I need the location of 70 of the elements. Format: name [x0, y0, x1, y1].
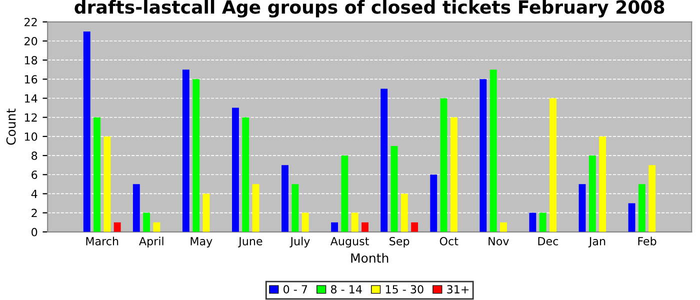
y-tick-label: 12	[24, 113, 37, 122]
bar	[94, 117, 100, 232]
bar	[539, 212, 546, 232]
bar	[380, 88, 388, 232]
bar	[182, 70, 190, 232]
bar	[362, 222, 368, 232]
x-tick-label: Jan	[588, 237, 606, 248]
bar	[143, 212, 150, 232]
x-tick-label: March	[86, 236, 118, 246]
bar	[588, 156, 596, 232]
x-axis-title: Month	[351, 253, 388, 263]
y-tick-label: 8	[32, 152, 38, 160]
x-tick-label: Dec	[538, 237, 558, 246]
bar	[638, 184, 646, 232]
bar	[341, 156, 348, 232]
legend-label: 8 - 14	[330, 285, 362, 294]
x-tick-label: August	[330, 237, 369, 248]
bar	[500, 222, 507, 232]
bar	[351, 212, 358, 232]
bar	[331, 222, 338, 232]
x-tick-label: April	[139, 236, 164, 248]
x-tick-label: Feb	[638, 236, 656, 246]
bar	[292, 184, 299, 232]
bar	[232, 108, 239, 232]
bar	[302, 212, 309, 232]
y-tick-label: 20	[24, 36, 38, 46]
bar	[202, 194, 210, 232]
x-tick-label: July	[290, 236, 310, 248]
bar	[132, 184, 140, 232]
bar	[390, 146, 398, 232]
bar	[400, 194, 408, 232]
legend-label: 15 - 30	[386, 285, 424, 294]
x-tick-label: June	[238, 237, 262, 248]
bar	[153, 222, 160, 232]
legend-label: 31+	[447, 285, 469, 294]
bar	[440, 98, 448, 232]
y-axis-title: Count	[6, 108, 16, 145]
bar	[550, 98, 556, 232]
bar	[480, 79, 487, 232]
bar	[411, 222, 418, 232]
x-tick-label: Nov	[488, 237, 509, 246]
bar	[104, 136, 111, 232]
y-tick-label: 18	[24, 56, 38, 64]
y-tick-label: 6	[32, 170, 38, 180]
bar	[450, 117, 458, 232]
bar	[490, 70, 497, 232]
y-tick-label: 14	[24, 94, 38, 102]
bar	[252, 184, 260, 232]
y-tick-label: 2	[32, 208, 37, 218]
bar	[648, 165, 656, 232]
x-tick-label: May	[190, 237, 212, 248]
y-tick-label: 4	[31, 190, 38, 198]
bar	[83, 31, 90, 232]
bar	[192, 79, 200, 232]
legend-label: 0 - 7	[284, 285, 308, 294]
bar	[242, 117, 250, 232]
bar	[599, 136, 606, 232]
chart-title: drafts-lastcall Age groups of closed tickets February 2008	[74, 0, 664, 18]
bar	[282, 165, 288, 232]
x-tick-label: Oct	[440, 236, 458, 246]
bar	[578, 184, 586, 232]
bar	[114, 222, 121, 232]
y-tick-label: 22	[24, 18, 37, 26]
y-tick-label: 0	[32, 228, 38, 236]
bar	[529, 212, 536, 232]
x-tick-label: Sep	[390, 236, 410, 248]
y-tick-label: 16	[24, 75, 38, 84]
bar	[628, 203, 636, 232]
bar	[430, 174, 438, 232]
y-tick-label: 10	[24, 132, 38, 141]
